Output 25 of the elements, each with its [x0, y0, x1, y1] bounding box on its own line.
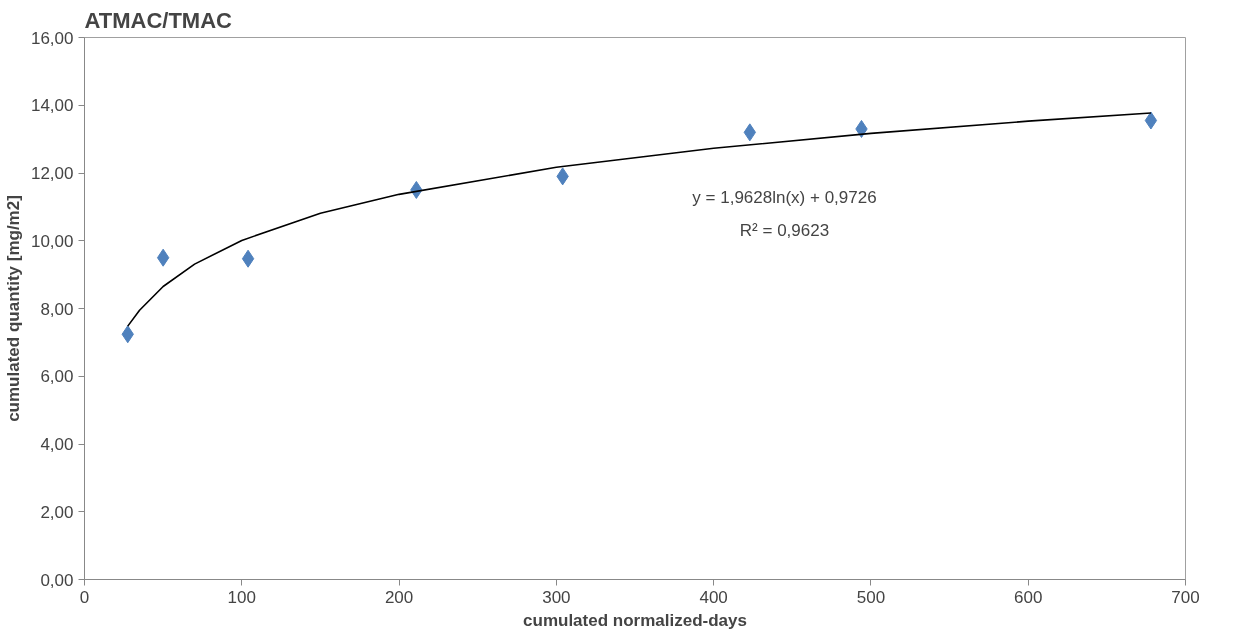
x-tick-label: 400 [699, 587, 728, 607]
y-axis-title: cumulated quantity [mg/m2] [3, 195, 23, 422]
y-tick-label: 6,00 [40, 367, 74, 387]
x-tick-label: 0 [79, 587, 90, 607]
annotation: R² = 0,9623 [739, 221, 830, 240]
x-tick-label: 600 [1014, 587, 1043, 607]
x-tick-label: 500 [856, 587, 886, 607]
y-tick-label: 2,00 [40, 502, 74, 522]
y-tick-label: 12,00 [30, 164, 74, 183]
x-tick-label: 700 [1171, 587, 1200, 607]
point [241, 249, 255, 268]
x-tick-label: 200 [384, 587, 414, 607]
y-tick-label: 16,00 [30, 28, 74, 48]
x-axis-title: cumulated normalized-days [523, 610, 747, 630]
y-tick-label: 14,00 [30, 96, 74, 116]
x-tick-label: 100 [227, 587, 256, 607]
y-tick-label: 4,00 [40, 435, 74, 454]
y-tick-label: 10,00 [30, 231, 74, 251]
y-tick-label: 0,00 [40, 570, 74, 590]
point [156, 248, 170, 267]
x-tick-label: 300 [542, 587, 571, 607]
y-tick-label: 8,00 [40, 299, 74, 319]
chart-title: ATMAC/TMAC [84, 7, 233, 33]
point [1144, 111, 1158, 130]
annotation: y = 1,9628ln(x) + 0,9726 [692, 188, 877, 207]
